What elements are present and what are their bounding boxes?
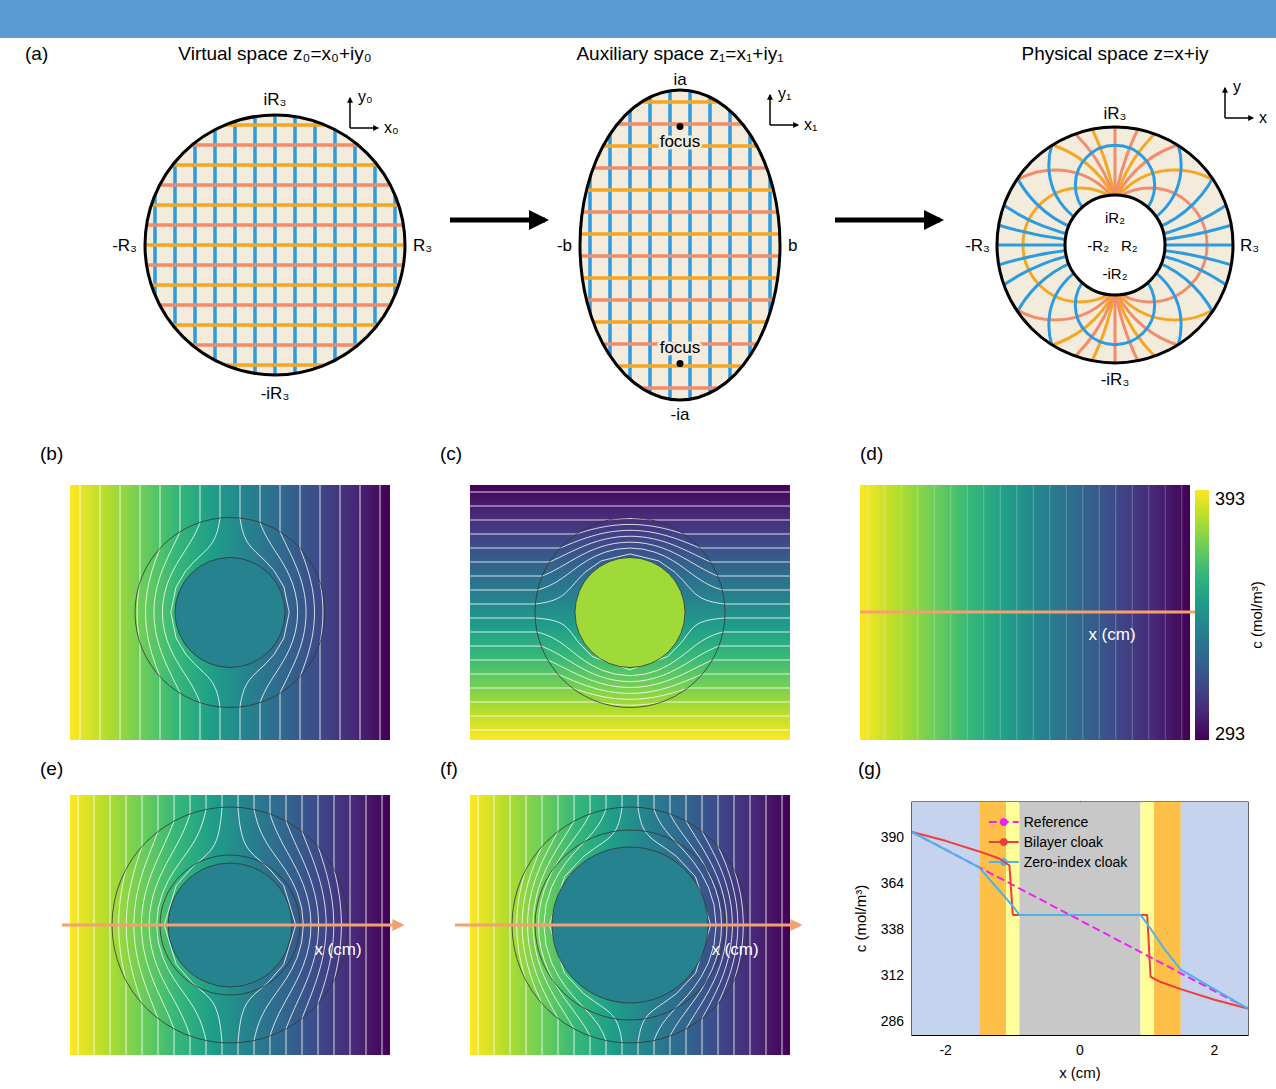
svg-text:(a): (a)	[25, 43, 48, 64]
svg-text:y₀: y₀	[358, 88, 373, 105]
svg-text:Bilayer cloak: Bilayer cloak	[1024, 834, 1104, 850]
svg-text:R₂: R₂	[1121, 237, 1138, 254]
svg-text:(e): (e)	[40, 758, 63, 779]
svg-text:c (mol/m³): c (mol/m³)	[852, 885, 869, 953]
svg-text:-R₂: -R₂	[1087, 237, 1109, 254]
svg-text:-iR₃: -iR₃	[1101, 370, 1130, 389]
svg-text:-iR₃: -iR₃	[261, 384, 290, 403]
svg-text:(b): (b)	[40, 443, 63, 464]
svg-text:-b: -b	[557, 236, 572, 255]
svg-text:y: y	[1233, 78, 1241, 95]
svg-text:Auxiliary space z₁=x₁+iy₁: Auxiliary space z₁=x₁+iy₁	[576, 43, 783, 64]
svg-text:-iR₂: -iR₂	[1103, 265, 1128, 282]
svg-text:iR₃: iR₃	[1104, 104, 1127, 123]
svg-text:b: b	[788, 236, 797, 255]
svg-text:(g): (g)	[858, 758, 881, 779]
svg-text:y₁: y₁	[778, 85, 791, 102]
svg-text:393: 393	[1215, 489, 1245, 509]
svg-text:2: 2	[1211, 1042, 1219, 1058]
svg-text:0: 0	[1076, 1042, 1084, 1058]
svg-text:293: 293	[1215, 724, 1245, 744]
svg-text:x₀: x₀	[384, 119, 399, 136]
svg-text:338: 338	[881, 921, 905, 937]
svg-text:iR₂: iR₂	[1105, 209, 1125, 226]
svg-text:ia: ia	[673, 70, 687, 89]
svg-text:Physical space z=x+iy: Physical space z=x+iy	[1022, 43, 1209, 64]
svg-text:focus: focus	[660, 338, 701, 357]
svg-text:-R₃: -R₃	[965, 236, 990, 255]
svg-text:364: 364	[881, 875, 905, 891]
svg-text:iR₃: iR₃	[264, 90, 287, 109]
svg-text:x (cm): x (cm)	[711, 940, 758, 959]
svg-text:x (cm): x (cm)	[1059, 1064, 1101, 1081]
svg-text:x (cm): x (cm)	[1088, 625, 1135, 644]
svg-text:286: 286	[881, 1013, 905, 1029]
svg-text:x₁: x₁	[804, 116, 817, 133]
svg-text:focus: focus	[660, 132, 701, 151]
svg-text:Virtual space z₀=x₀+iy₀: Virtual space z₀=x₀+iy₀	[178, 43, 371, 64]
svg-text:-R₃: -R₃	[112, 236, 137, 255]
svg-text:Reference: Reference	[1024, 814, 1089, 830]
svg-text:R₃: R₃	[1240, 236, 1259, 255]
svg-text:x (cm): x (cm)	[314, 940, 361, 959]
svg-text:R₃: R₃	[413, 236, 432, 255]
svg-text:-ia: -ia	[671, 405, 690, 424]
svg-text:c (mol/m³): c (mol/m³)	[1248, 581, 1265, 649]
svg-text:390: 390	[881, 829, 905, 845]
svg-text:-2: -2	[939, 1042, 952, 1058]
svg-text:(f): (f)	[440, 758, 458, 779]
svg-text:x: x	[1259, 109, 1267, 126]
svg-text:(d): (d)	[860, 443, 883, 464]
svg-text:Zero-index cloak: Zero-index cloak	[1024, 854, 1128, 870]
svg-text:312: 312	[881, 967, 905, 983]
svg-text:(c): (c)	[440, 443, 462, 464]
